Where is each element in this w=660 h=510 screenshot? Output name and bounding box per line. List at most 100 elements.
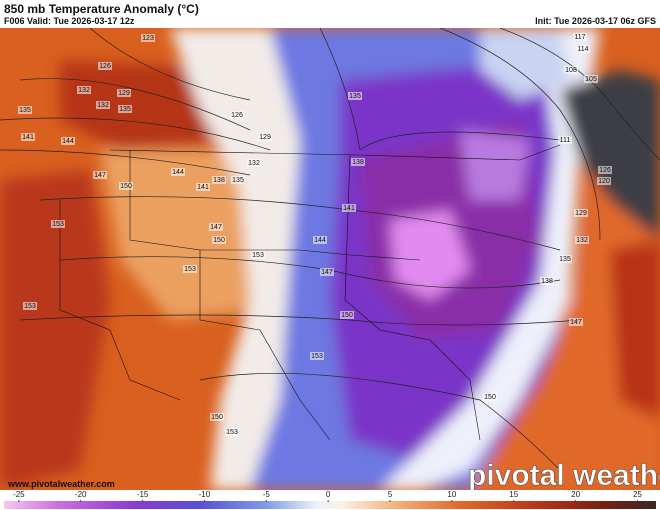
- contour-label-bg: [119, 182, 133, 190]
- contour-label: 126: [599, 167, 611, 174]
- contour-label-bg: [212, 236, 226, 244]
- contour-label: 105: [585, 76, 597, 83]
- contour-label-bg: [351, 158, 365, 166]
- contour-label: 150: [484, 394, 496, 401]
- contour-label: 147: [570, 319, 582, 326]
- contour-label-bg: [576, 45, 590, 53]
- contour-label: 141: [22, 134, 34, 141]
- contour-label: 147: [210, 224, 222, 231]
- contour-label-bg: [96, 101, 110, 109]
- contour-label: 153: [52, 221, 64, 228]
- contour-label-bg: [313, 236, 327, 244]
- contour-label: 153: [24, 303, 36, 310]
- contour-label-bg: [569, 318, 583, 326]
- contour-label-bg: [340, 311, 354, 319]
- contour-label-bg: [573, 33, 587, 41]
- contour-label: 147: [321, 269, 333, 276]
- title: 850 mb Temperature Anomaly (°C): [4, 2, 199, 16]
- contour-label: 135: [559, 256, 571, 263]
- contour-label-bg: [564, 66, 578, 74]
- contour-label-bg: [118, 105, 132, 113]
- valid-time: F006 Valid: Tue 2026-03-17 12z: [4, 16, 135, 26]
- contour-label: 135: [119, 106, 131, 113]
- contour-label: 147: [94, 172, 106, 179]
- contour-label: 132: [78, 87, 90, 94]
- contour-label: 138: [541, 278, 553, 285]
- contour-label-bg: [77, 86, 91, 94]
- contour-label-bg: [598, 166, 612, 174]
- contour-label: 144: [314, 237, 326, 244]
- contour-label-bg: [348, 92, 362, 100]
- colorbar-tick-label: 10: [447, 490, 456, 499]
- contour-label: 129: [259, 134, 271, 141]
- contour-label-bg: [23, 302, 37, 310]
- contour-label-bg: [183, 265, 197, 273]
- contour-label-bg: [93, 171, 107, 179]
- contour-label-bg: [18, 106, 32, 114]
- colorbar-tick-label: 5: [388, 490, 393, 499]
- contour-label-bg: [210, 413, 224, 421]
- contour-label-bg: [597, 177, 611, 185]
- colorbar-tick-label: -20: [75, 490, 87, 499]
- contour-label: 141: [197, 184, 209, 191]
- contour-label-bg: [342, 204, 356, 212]
- contour-label: 132: [97, 102, 109, 109]
- contour-label-bg: [310, 352, 324, 360]
- colorbar: -25 -20 -15 -10 -5 0 5 10 15 20 25: [4, 490, 656, 509]
- borders: [59, 144, 561, 441]
- contour-label-bg: [171, 168, 185, 176]
- contour-label: 126: [231, 112, 243, 119]
- colorbar-tick-label: 20: [571, 490, 580, 499]
- contour-label: 120: [598, 178, 610, 185]
- contour-label: 135: [232, 177, 244, 184]
- contour-label-bg: [231, 176, 245, 184]
- contour-label-bg: [558, 255, 572, 263]
- contour-label-bg: [225, 428, 239, 436]
- colorbar-tick-label: -5: [263, 490, 271, 499]
- contour-label: 126: [99, 63, 111, 70]
- contour-label-bg: [574, 209, 588, 217]
- contour-label-bg: [320, 268, 334, 276]
- colorbar-tick-label: -25: [13, 490, 25, 499]
- colorbar-tick-label: 15: [509, 490, 518, 499]
- contour-label-bg: [558, 136, 572, 144]
- contour-label: 144: [172, 169, 184, 176]
- contour-label: 150: [211, 414, 223, 421]
- contour-labels: 123 126 132 129 135 132 135 126 129 141 144 147 150 1…: [18, 33, 612, 436]
- contour-label: 144: [62, 138, 74, 145]
- contour-label: 114: [577, 46, 588, 53]
- contour-label: 135: [19, 107, 31, 114]
- contour-label: 135: [349, 93, 361, 100]
- init-time: Init: Tue 2026-03-17 06z GFS: [535, 16, 656, 26]
- contour-label-bg: [117, 89, 131, 97]
- contour-label-bg: [483, 393, 497, 401]
- colorbar-tick-label: 25: [633, 490, 642, 499]
- contour-label-bg: [212, 176, 226, 184]
- colorbar-tick-label: -15: [137, 490, 149, 499]
- contour-label-bg: [51, 220, 65, 228]
- contour-label: 123: [142, 35, 154, 42]
- contour-label: 153: [311, 353, 323, 360]
- colorbar-tick-label: -10: [199, 490, 211, 499]
- contour-label-bg: [575, 236, 589, 244]
- contour-label: 129: [118, 90, 130, 97]
- contour-label: 141: [343, 205, 355, 212]
- contour-label: 150: [341, 312, 353, 319]
- contour-label: 117: [574, 34, 585, 41]
- contour-label: 150: [120, 183, 132, 190]
- contour-label: 153: [252, 252, 264, 259]
- contour-label: 108: [565, 67, 577, 74]
- brand: pivotal weather: [468, 459, 660, 492]
- colorbar-ramp: [4, 501, 656, 509]
- contour-label: 153: [184, 266, 196, 273]
- contour-label: 111: [560, 137, 571, 144]
- contour-label-bg: [258, 133, 272, 141]
- contour-label-bg: [230, 111, 244, 119]
- contour-label: 132: [248, 160, 260, 167]
- contour-label-bg: [141, 34, 155, 42]
- contour-label-bg: [21, 133, 35, 141]
- contour-label-bg: [540, 277, 554, 285]
- contour-label: 129: [575, 210, 587, 217]
- contour-label-bg: [584, 75, 598, 83]
